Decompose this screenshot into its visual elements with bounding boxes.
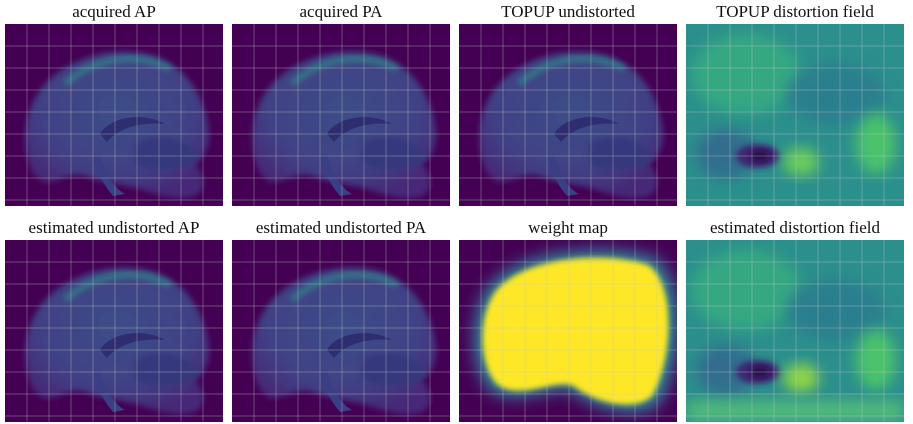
brainstem [547,154,579,196]
field-high [783,148,819,176]
cerebellum [135,137,200,170]
panel-title: acquired AP [72,2,156,21]
panel-image [686,24,904,206]
field-core [750,150,770,162]
panel-image [459,24,677,206]
field-region [696,129,756,179]
field-high [856,114,896,174]
panel-image [686,240,904,422]
panel-image [232,240,450,422]
ventricle [327,117,392,142]
cortex [62,55,172,87]
panel-image [459,240,677,422]
ventricle [327,333,392,358]
cerebellum [362,137,427,170]
cortex [62,271,172,303]
brainstem [93,154,125,196]
panel-title: estimated distortion field [710,218,880,237]
cerebellum [362,353,427,386]
panel-image [5,24,223,206]
panel-title: estimated undistorted PA [256,218,427,237]
field-region [691,34,801,114]
panel-title: weight map [528,218,608,237]
cerebellum [589,137,654,170]
weight-core [482,257,669,405]
field-region [696,345,756,395]
brainstem [320,370,352,412]
ventricle [554,117,619,142]
cortex [289,271,399,303]
field-high [783,364,819,392]
field-core [750,366,770,378]
panel-title: TOPUP undistorted [501,2,635,21]
field-region [786,64,886,124]
field-bottom [686,400,904,422]
field-high [856,330,896,390]
cortex [289,55,399,87]
brainstem [320,154,352,196]
field-region [691,250,801,330]
field-region [786,280,886,340]
cerebellum [135,353,200,386]
panel-title: estimated undistorted AP [29,218,200,237]
panel-title: acquired PA [300,2,384,21]
ventricle [100,333,165,358]
panel-image [232,24,450,206]
panel-title: TOPUP distortion field [716,2,874,21]
brainstem [93,370,125,412]
cortex [516,55,626,87]
ventricle [100,117,165,142]
panel-image [5,240,223,422]
